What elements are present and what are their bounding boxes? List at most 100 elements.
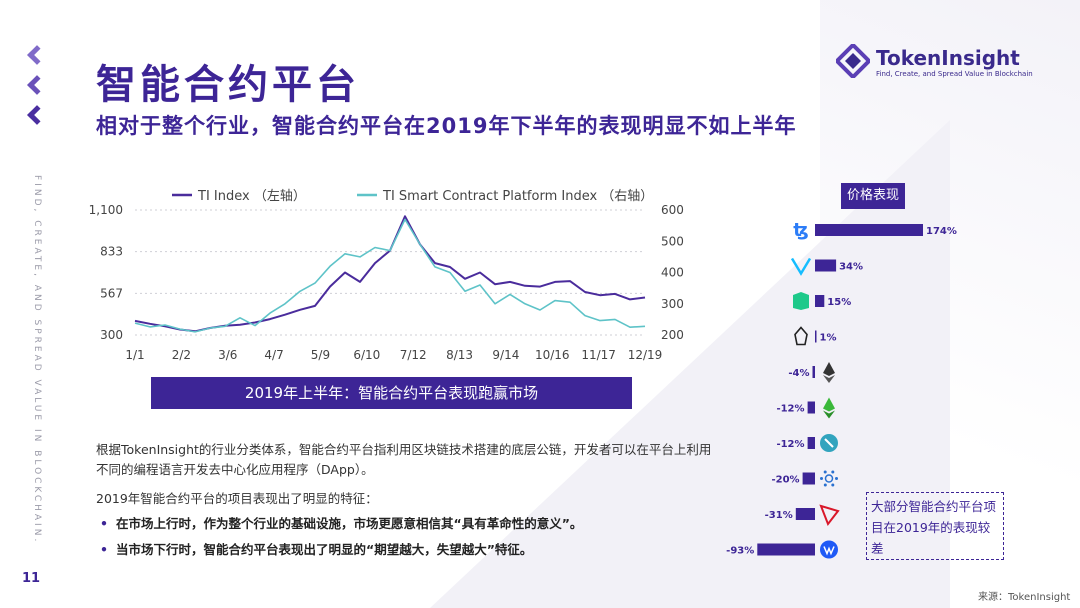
cardano-dot [820,477,823,480]
eos-glyph [794,326,808,346]
ethereum-classic-glyph-bottom [823,410,835,419]
summary-banner: 2019年上半年：智能合约平台表现跑赢市场 [151,377,632,409]
bar-value-label: 1% [820,333,837,344]
bar [795,508,815,520]
x-tick-label: 10/16 [535,348,570,362]
bar-value-label: 15% [827,297,851,308]
bar [807,437,815,449]
neo-icon [793,292,809,310]
x-tick-label: 6/10 [353,348,380,362]
list-item: • 在市场上行时，作为整个行业的基础设施，市场更愿意相信其“具有革命性的意义”。 [100,514,720,540]
tokeninsight-logo: TokenInsight Find, Create, and Spread Va… [836,44,1033,84]
ethereum-glyph-bottom [823,375,835,383]
performance-chart-title: 价格表现 [841,183,905,209]
list-item: • 当市场下行时，智能合约平台表现出了明显的“期望越大，失望越大”特征。 [100,540,720,566]
y-left-tick-label: 833 [100,245,123,259]
bar [757,543,815,556]
bar [802,472,815,485]
note-box: 大部分智能合约平台项目在2019年的表现较差 [866,492,1004,560]
y-right-tick-label: 500 [661,234,684,248]
cardano-dot [823,470,827,474]
bar-value-label: -93% [726,546,754,557]
x-tick-label: 4/7 [264,348,283,362]
decorative-chevrons [24,45,48,138]
bar [815,295,825,307]
ethereum-classic-icon [823,397,835,419]
bullet-icon: • [100,516,108,531]
tezos-icon: ꜩ [793,220,808,241]
bar [812,366,815,378]
tokeninsight-logo-icon [836,44,870,78]
logo-name: TokenInsight [876,46,1020,70]
page-title: 智能合约平台 [96,62,360,108]
bar-value-label: -12% [776,404,804,415]
ontology-glyph-mark [824,438,834,448]
bar [815,224,923,236]
x-tick-label: 5/9 [311,348,330,362]
bar-value-label: 174% [926,226,957,237]
x-tick-label: 11/17 [581,348,616,362]
bar-value-label: -12% [776,439,804,450]
chevron-icon [27,75,47,95]
vechain-icon [790,257,812,276]
y-right-tick-label: 300 [661,297,684,311]
neo-glyph [793,292,809,310]
cardano-dot [831,483,835,487]
tron-glyph [819,504,840,527]
cardano-glyph [824,474,834,483]
waves-glyph-mark [823,546,835,556]
x-tick-label: 12/19 [628,348,663,362]
legend-label: TI Index （左轴） [197,189,306,204]
ethereum-icon [823,362,835,383]
x-tick-label: 3/6 [218,348,237,362]
feature-list: • 在市场上行时，作为整个行业的基础设施，市场更愿意相信其“具有革命性的意义”。 … [100,514,720,566]
y-left-tick-label: 567 [100,286,123,300]
price-performance-bar-chart: ꜩ 174% 34% 15% 1% -4% -12% -12% -20% -31% -93% [726,220,957,559]
y-right-tick-label: 600 [661,203,684,217]
page-subtitle: 相对于整个行业，智能合约平台在2019年下半年的表现明显不如上半年 [96,114,797,138]
cardano-dot [835,477,838,480]
side-slogan: FIND, CREATE, AND SPREAD VALUE IN BLOCKC… [32,175,42,545]
cardano-dot [831,470,835,474]
bar [807,401,815,414]
bar-value-label: -20% [771,475,799,486]
cardano-icon [820,470,838,487]
chevron-icon [27,105,47,125]
y-right-tick-label: 200 [661,328,684,342]
waves-icon [820,540,838,559]
series-line-ti-index [134,215,646,333]
cardano-dot [823,483,827,487]
x-tick-label: 1/1 [125,348,144,362]
x-tick-label: 9/14 [492,348,519,362]
series-line-smart-contract-index [134,218,646,333]
legend-label: TI Smart Contract Platform Index （右轴） [382,189,653,204]
ontology-icon [820,434,838,452]
index-line-chart: 1,100 833 567 300 600 500 400 300 200 1/1 2/2 3/6 4/… [89,189,684,362]
list-item-text: 当市场下行时，智能合约平台表现出了明显的“期望越大，失望越大”特征。 [116,542,533,557]
bullet-icon: • [100,542,108,557]
list-item-text: 在市场上行时，作为整个行业的基础设施，市场更愿意相信其“具有革命性的意义”。 [116,516,583,531]
features-heading: 2019年智能合约平台的项目表现出了明显的特征： [96,491,378,506]
bar-value-label: -4% [788,368,809,379]
x-tick-label: 7/12 [400,348,427,362]
tron-icon [819,504,840,527]
chevron-icon [27,45,47,65]
vechain-glyph [790,257,812,276]
eos-icon [794,326,808,346]
ethereum-classic-glyph-top [823,397,835,412]
bar-value-label: 34% [839,262,863,273]
ethereum-glyph-top [823,362,835,376]
source-text: 来源：TokenInsight [978,592,1071,603]
bar [815,259,837,272]
bar [815,330,817,343]
logo-tagline: Find, Create, and Spread Value in Blockc… [876,70,1033,78]
y-right-tick-label: 400 [661,266,684,280]
x-tick-label: 2/2 [172,348,191,362]
description-text: 根据TokenInsight的行业分类体系，智能合约平台指利用区块链技术搭建的底… [96,442,712,477]
page-number: 11 [22,571,41,586]
tezos-glyph: ꜩ [793,220,808,241]
x-tick-label: 8/13 [446,348,473,362]
bar-value-label: -31% [765,510,793,521]
y-left-tick-label: 1,100 [89,203,123,217]
y-left-tick-label: 300 [100,328,123,342]
